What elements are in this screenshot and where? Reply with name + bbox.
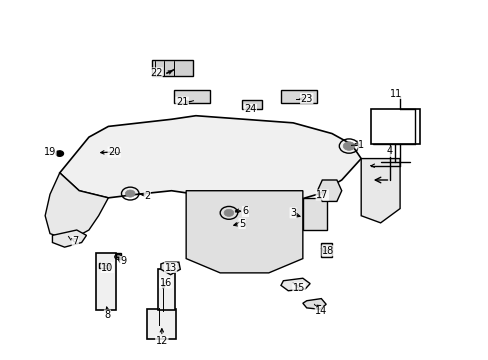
- Text: 9: 9: [120, 256, 126, 266]
- Bar: [302, 198, 326, 230]
- Polygon shape: [317, 180, 341, 202]
- Bar: [152, 60, 193, 76]
- Text: 18: 18: [321, 246, 334, 256]
- Bar: [96, 253, 116, 310]
- Polygon shape: [99, 263, 109, 267]
- Text: 24: 24: [244, 104, 256, 114]
- Text: 3: 3: [289, 208, 296, 218]
- Text: 5: 5: [239, 219, 244, 229]
- Polygon shape: [45, 173, 108, 241]
- Bar: [96, 150, 103, 154]
- Text: 15: 15: [292, 283, 305, 293]
- Text: 11: 11: [389, 89, 402, 99]
- Text: 17: 17: [315, 190, 328, 200]
- Text: 4: 4: [386, 147, 392, 157]
- Polygon shape: [361, 158, 399, 223]
- Text: 16: 16: [159, 278, 171, 288]
- Text: 1: 1: [357, 140, 364, 150]
- Bar: [370, 109, 419, 144]
- Bar: [158, 269, 175, 310]
- Circle shape: [125, 190, 135, 197]
- Text: 8: 8: [104, 310, 110, 320]
- Text: 19: 19: [44, 147, 56, 157]
- Bar: [147, 309, 176, 339]
- Polygon shape: [186, 191, 302, 273]
- Circle shape: [343, 142, 354, 150]
- Bar: [242, 100, 261, 109]
- Polygon shape: [52, 230, 86, 247]
- Text: 21: 21: [176, 97, 188, 107]
- Text: 12: 12: [155, 337, 168, 346]
- Text: 20: 20: [108, 147, 120, 157]
- Polygon shape: [281, 278, 309, 291]
- Text: 7: 7: [72, 237, 78, 247]
- Circle shape: [56, 151, 63, 157]
- Bar: [196, 202, 268, 230]
- Bar: [116, 252, 120, 257]
- Text: 13: 13: [164, 262, 176, 273]
- Circle shape: [224, 209, 233, 216]
- Polygon shape: [302, 298, 325, 309]
- Text: 22: 22: [149, 68, 162, 78]
- Bar: [281, 90, 317, 103]
- Polygon shape: [161, 262, 180, 275]
- Text: 6: 6: [242, 206, 248, 216]
- Text: 14: 14: [315, 306, 327, 316]
- Text: 2: 2: [144, 191, 150, 201]
- Polygon shape: [60, 116, 361, 205]
- Text: 10: 10: [101, 262, 113, 273]
- Text: 23: 23: [300, 94, 312, 104]
- Bar: [174, 90, 210, 103]
- Bar: [321, 243, 331, 257]
